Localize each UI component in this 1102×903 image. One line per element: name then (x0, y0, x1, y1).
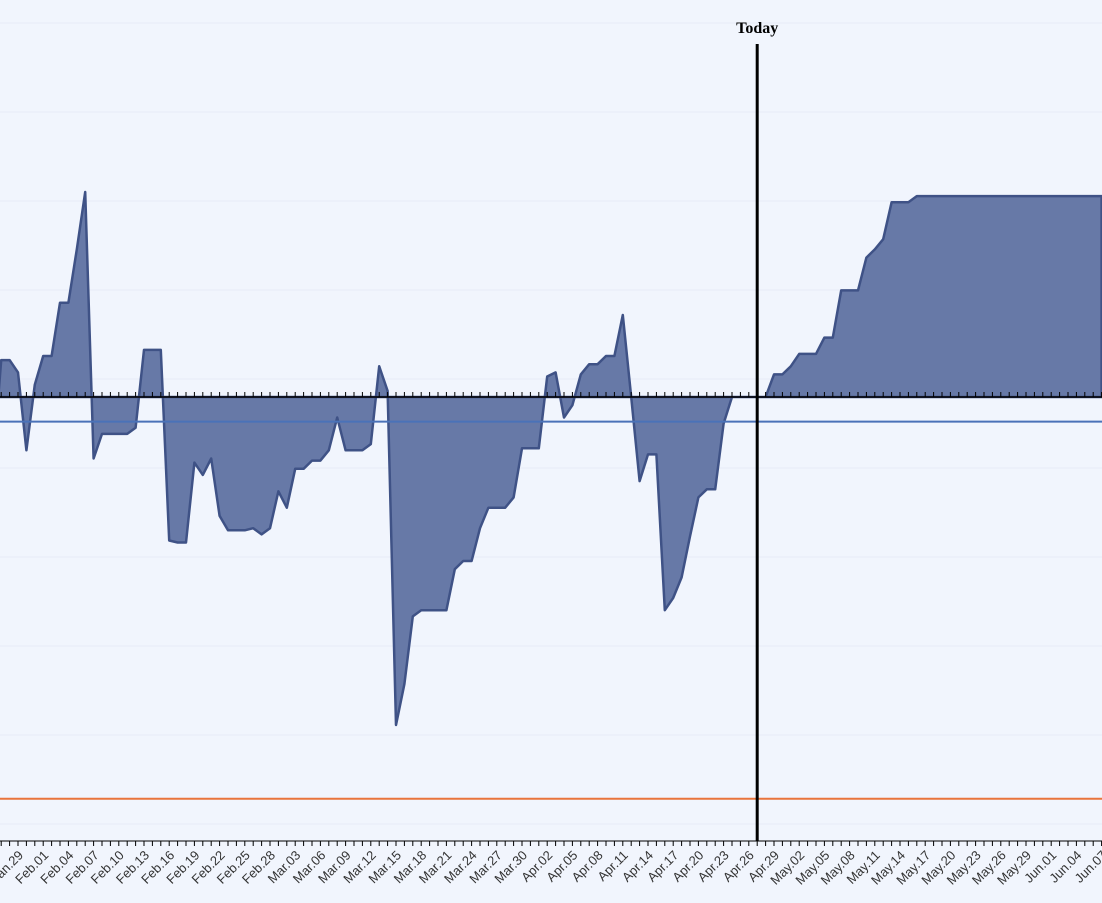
zero-axis (0, 392, 1102, 398)
today-marker: Today (736, 20, 778, 841)
gridlines (0, 22, 1102, 825)
reference-lines (0, 420, 1102, 800)
today-label: Today (736, 20, 778, 37)
area-series (0, 190, 1102, 727)
